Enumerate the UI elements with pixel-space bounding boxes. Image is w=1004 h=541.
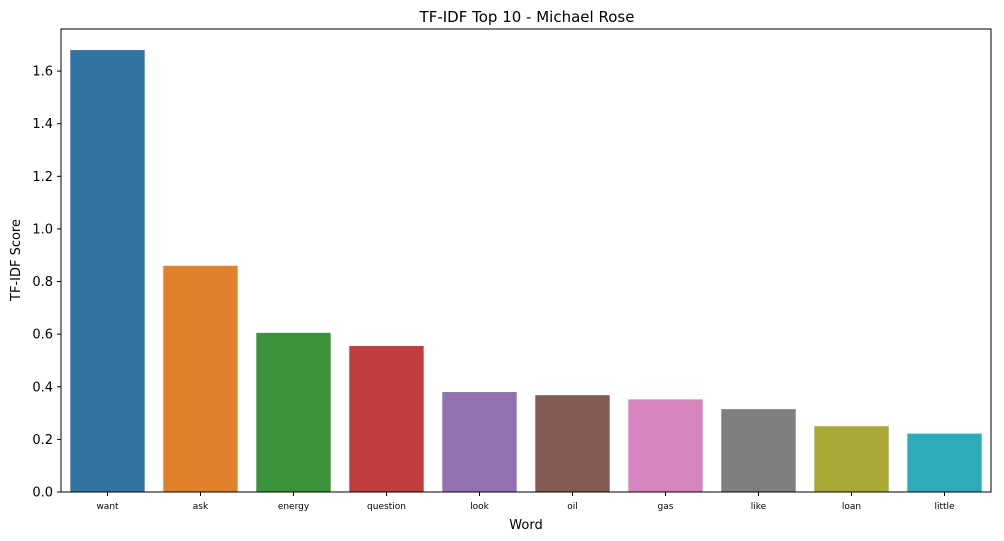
y-axis: 0.0 0.2 0.4 0.6 0.8 1.0 1.2 1.4 1.6 [32,65,61,501]
x-tick-label: gas [658,502,674,512]
x-tick-label: want [96,502,119,512]
bars-group [70,50,982,492]
y-axis-title: TF-IDF Score [9,219,24,302]
plot-frame [60,28,992,493]
bar-little [907,433,982,492]
y-tick-label: 1.6 [32,65,53,80]
bar-energy [256,332,331,492]
x-tick-label: little [934,502,955,512]
y-tick-label: 0.8 [32,275,53,290]
x-axis-title: Word [509,518,542,533]
x-tick-label: loan [842,502,861,512]
bar-ask [163,265,238,492]
y-tick-label: 0.6 [32,328,53,343]
y-tick-label: 0.2 [32,433,53,448]
bar-want [70,50,145,492]
bar-look [442,392,517,492]
bar-loan [814,426,889,492]
x-tick-label: ask [193,502,209,512]
y-tick-label: 0.0 [32,486,53,501]
x-tick-label: like [751,502,767,512]
x-tick-label: look [470,502,490,512]
y-tick-label: 1.0 [32,222,53,237]
bar-gas [628,399,703,492]
bar-question [349,345,424,492]
y-tick-label: 1.2 [32,170,53,185]
x-tick-label: energy [278,502,310,512]
x-axis: want ask energy question look oil gas like loan l… [96,492,955,512]
bar-oil [535,395,610,492]
y-tick-label: 0.4 [32,380,53,395]
chart-title: TF-IDF Top 10 - Michael Rose [419,8,635,26]
x-tick-label: oil [567,502,578,512]
bar-like [721,409,796,492]
x-tick-label: question [367,502,406,512]
y-tick-label: 1.4 [32,117,53,132]
